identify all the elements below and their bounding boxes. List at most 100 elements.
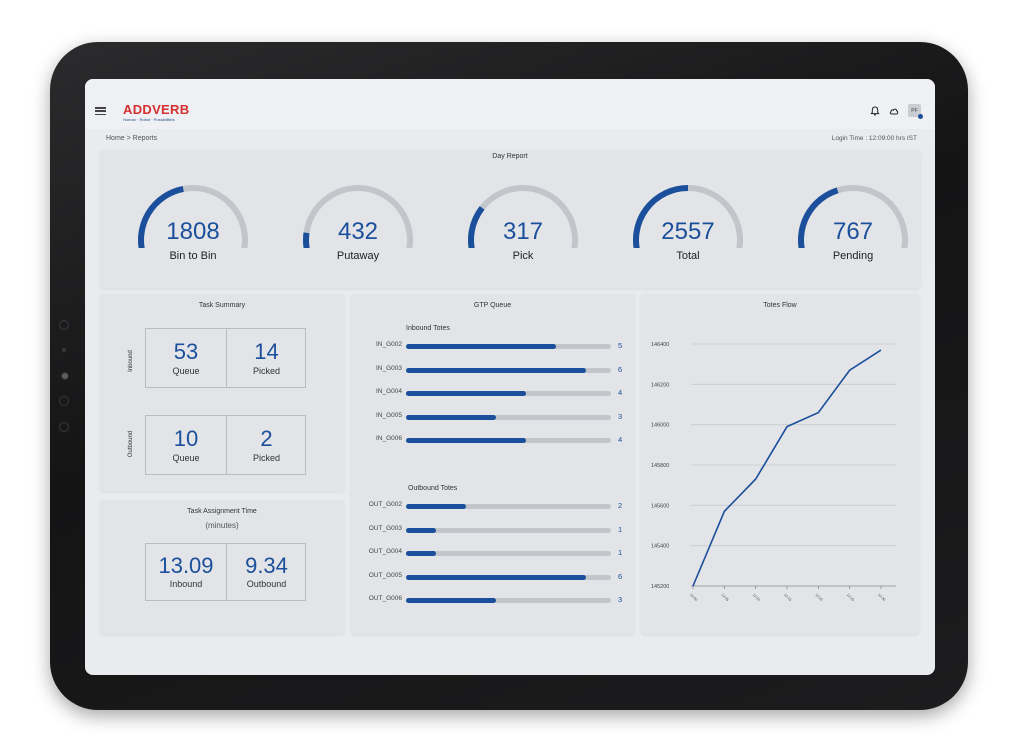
- queue-fill: [406, 414, 496, 420]
- queue-name: IN_G003: [375, 364, 402, 372]
- assignment-outbound-value: 9.34: [245, 553, 288, 578]
- queue-row-in_g006: IN_G006 4: [366, 435, 626, 445]
- bell-icon[interactable]: [870, 105, 880, 116]
- gauge-fill: [303, 232, 310, 248]
- hardware-dot: [62, 348, 66, 352]
- outbound-queue-value: 10: [173, 426, 199, 451]
- queue-value: 1: [618, 524, 623, 534]
- queue-row-out_g003: OUT_G003 1: [366, 525, 626, 535]
- y-tick-label: 146000: [651, 423, 669, 429]
- queue-row-in_g002: IN_G002 5: [366, 341, 626, 351]
- brand-logo: ADDVERB Human · Robot · Possibilities: [123, 102, 189, 122]
- task-summary-card: Task Summary Inbound 53 Queue 14 Picked …: [100, 294, 344, 491]
- inbound-side-label: Inbound: [128, 350, 134, 372]
- login-time: Login Time : 12:09:00 hrs IST: [831, 135, 917, 142]
- gauge-bin-to-bin: 1808 Bin to Bin: [133, 178, 253, 278]
- top-bar: ADDVERB Human · Robot · Possibilities PF: [85, 79, 935, 129]
- queue-name: IN_G006: [375, 435, 402, 442]
- outbound-totes-title: Outbound Totes: [408, 485, 458, 492]
- gauge-value: 432: [337, 218, 379, 245]
- inbound-totes-title: Inbound Totes: [406, 325, 450, 332]
- x-tick-label: 12:20: [815, 593, 824, 602]
- x-tick-label: 12:25: [846, 593, 855, 602]
- assignment-inbound-label: Inbound: [169, 579, 203, 589]
- queue-fill: [406, 438, 526, 443]
- queue-value: 5: [618, 341, 623, 350]
- gauge-fill: [798, 187, 839, 248]
- gauge-label: Bin to Bin: [169, 250, 217, 262]
- queue-name: IN_G005: [375, 411, 402, 419]
- task-summary-title: Task Summary: [198, 302, 246, 309]
- queue-name: OUT_G002: [368, 501, 402, 508]
- queue-track: [406, 391, 611, 396]
- x-tick-label: 12:30: [877, 593, 886, 602]
- y-tick-label: 145200: [651, 584, 669, 590]
- hardware-button: [59, 422, 69, 432]
- camera-icon: [61, 372, 69, 380]
- queue-value: 3: [618, 595, 623, 604]
- task-assignment-card: Task Assignment Time (minutes) 13.09 Inb…: [100, 500, 344, 634]
- day-report-card: Day Report 1808 Bin to Bin 432 Putaway 317 Pi…: [100, 150, 920, 288]
- queue-value: 6: [618, 571, 623, 581]
- task-assignment-title: Task Assignment Time: [187, 508, 257, 515]
- breadcrumb[interactable]: Home > Reports: [106, 135, 158, 142]
- inbound-queue-value: 53: [173, 339, 199, 364]
- assignment-outbound: 9.34 Outbound: [226, 544, 306, 600]
- totes-flow-series-line: [692, 349, 882, 587]
- gauge-label: Total: [676, 250, 700, 262]
- queue-name: OUT_G003: [368, 524, 402, 532]
- queue-track: [406, 438, 611, 443]
- totes-flow-title: Totes Flow: [763, 302, 797, 309]
- gauge-label: Putaway: [336, 250, 380, 262]
- queue-fill: [406, 504, 466, 509]
- queue-fill: [406, 551, 436, 556]
- app-screen: ADDVERB Human · Robot · Possibilities PF…: [85, 79, 935, 675]
- y-tick-label: 145800: [651, 463, 669, 469]
- status-dot: [918, 114, 923, 119]
- queue-row-out_g002: OUT_G002 2: [366, 501, 626, 511]
- gtp-queue-title: GTP Queue: [473, 302, 512, 309]
- queue-name: OUT_G005: [368, 571, 402, 579]
- hardware-button: [59, 320, 69, 330]
- x-tick-label: 12:15: [783, 593, 792, 602]
- x-tick-label: 12:00: [689, 593, 698, 602]
- queue-track: [406, 414, 611, 420]
- gauge-fill: [468, 206, 485, 248]
- avatar-initials: PF: [911, 107, 918, 114]
- gauge-value: 767: [832, 218, 874, 245]
- inbound-summary-box: 53 Queue 14 Picked: [145, 328, 306, 388]
- outbound-picked-value: 2: [260, 426, 273, 451]
- x-tick-label: 12:10: [752, 593, 761, 602]
- gauge-pending: 767 Pending: [793, 178, 913, 278]
- queue-track: [406, 551, 611, 556]
- inbound-picked-value: 14: [254, 339, 279, 364]
- queue-row-out_g005: OUT_G005 6: [366, 572, 626, 582]
- queue-value: 4: [618, 435, 623, 444]
- outbound-picked: 2 Picked: [226, 416, 306, 474]
- hardware-button: [59, 396, 69, 406]
- y-tick-label: 145400: [651, 544, 669, 550]
- queue-track: [406, 504, 611, 509]
- inbound-queue: 53 Queue: [146, 329, 226, 387]
- queue-fill: [406, 344, 556, 349]
- queue-track: [406, 527, 611, 533]
- assignment-inbound-value: 13.09: [158, 553, 214, 578]
- menu-icon[interactable]: [95, 107, 106, 115]
- y-tick-label: 145600: [651, 503, 669, 509]
- gauge-value: 1808: [166, 218, 220, 245]
- avatar[interactable]: PF: [908, 104, 923, 119]
- cloud-icon[interactable]: [889, 106, 899, 116]
- task-assignment-subtitle: (minutes): [205, 521, 239, 530]
- queue-value: 4: [618, 388, 623, 397]
- queue-fill: [406, 367, 586, 373]
- queue-fill: [406, 527, 436, 533]
- queue-value: 6: [618, 364, 623, 374]
- queue-name: OUT_G004: [368, 548, 402, 555]
- queue-name: IN_G002: [375, 341, 402, 348]
- queue-name: OUT_G006: [368, 595, 402, 602]
- brand-name: ADDVERB: [123, 102, 190, 117]
- gauge-fill: [633, 185, 689, 248]
- queue-row-out_g004: OUT_G004 1: [366, 548, 626, 558]
- totes-flow-chart: 146400 146200 146000 145800 145600 145400 1452…: [651, 342, 896, 602]
- queue-fill: [406, 574, 586, 580]
